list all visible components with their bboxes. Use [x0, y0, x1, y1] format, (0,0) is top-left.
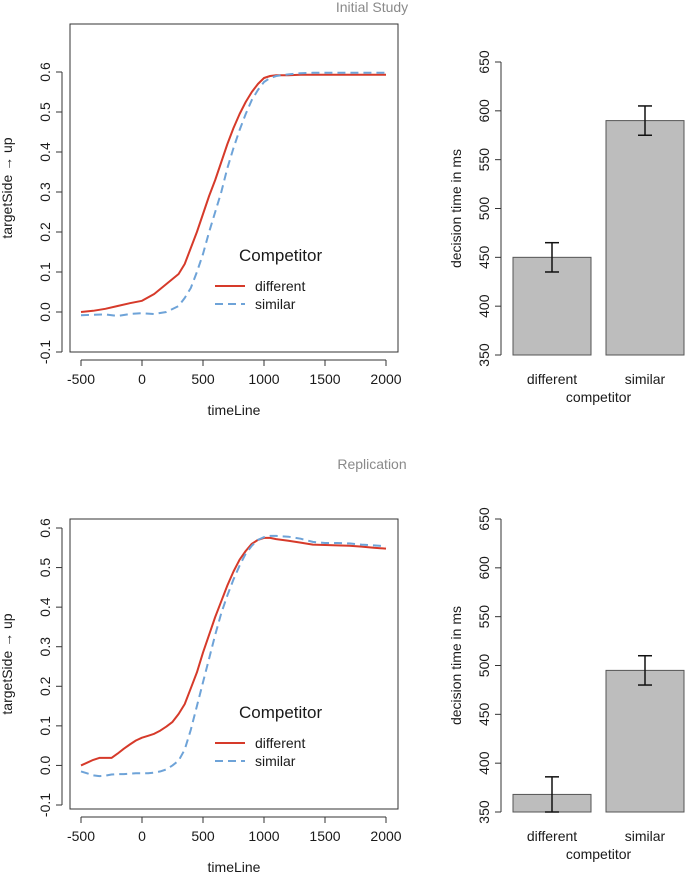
y-tick-label: 0.0 — [37, 755, 53, 775]
legend-label-similar: similar — [255, 753, 296, 769]
y-tick-label: 650 — [476, 50, 492, 74]
y-tick-label: 0.0 — [37, 302, 53, 322]
legend-label-different: different — [255, 735, 305, 751]
x-tick-label: -500 — [67, 828, 95, 844]
y-axis-title: targetSide → up — [0, 613, 15, 714]
y-tick-label: 0.5 — [37, 558, 53, 578]
x-category-label: similar — [625, 371, 666, 387]
x-tick-label: -500 — [67, 371, 95, 387]
series-line-similar — [80, 71, 386, 317]
y-tick-label: 0.5 — [37, 102, 53, 122]
x-tick-label: 500 — [191, 828, 215, 844]
y-tick-label: 550 — [476, 148, 492, 172]
y-tick-label: 500 — [476, 197, 492, 221]
series-line-different — [80, 73, 386, 313]
x-axis-title: competitor — [566, 389, 632, 405]
panel-title-replication: Replication — [337, 456, 406, 472]
y-tick-label: 0.6 — [37, 62, 53, 82]
x-category-label: different — [527, 828, 577, 844]
x-tick-label: 1000 — [248, 828, 279, 844]
plot-frame — [69, 23, 399, 353]
y-tick-label: 0.1 — [37, 716, 53, 736]
y-tick-label: 0.3 — [37, 637, 53, 657]
y-tick-label: -0.1 — [37, 793, 53, 817]
legend-title: Competitor — [239, 703, 322, 722]
x-category-label: similar — [625, 828, 666, 844]
x-tick-label: 2000 — [370, 371, 401, 387]
plot-frame — [69, 518, 399, 810]
y-tick-label: 400 — [476, 751, 492, 775]
x-axis-title: timeLine — [208, 859, 261, 875]
x-category-label: different — [527, 371, 577, 387]
y-tick-label: 350 — [476, 343, 492, 367]
y-tick-label: 450 — [476, 245, 492, 269]
y-axis-title: decision time in ms — [448, 149, 464, 268]
y-tick-label: 500 — [476, 654, 492, 678]
x-tick-label: 1500 — [309, 828, 340, 844]
x-tick-label: 2000 — [370, 828, 401, 844]
y-tick-label: 0.6 — [37, 518, 53, 538]
bar-chart-replication: 350 400 450 500 550 600 650 decision time in ms… — [448, 507, 685, 862]
y-tick-label: 0.4 — [37, 142, 53, 162]
bar-similar — [605, 669, 685, 813]
bar-chart-initial-study: 350 400 450 500 550 600 650 decision time in ms… — [448, 50, 685, 405]
y-tick-label: 600 — [476, 99, 492, 123]
legend-title: Competitor — [239, 246, 322, 265]
x-tick-label: 500 — [191, 371, 215, 387]
series-line-different — [80, 536, 387, 767]
y-tick-label: 0.3 — [37, 182, 53, 202]
y-tick-label: 450 — [476, 702, 492, 726]
y-tick-label: 550 — [476, 605, 492, 629]
y-tick-label: 0.2 — [37, 222, 53, 242]
y-tick-label: 0.2 — [37, 676, 53, 696]
line-chart-replication: -500 0 500 1000 1500 2000 timeLine -0.1 0.0 0.1 0.… — [0, 518, 402, 875]
series-line-similar — [80, 534, 387, 778]
y-axis-title: targetSide → up — [0, 137, 15, 238]
y-tick-label: 650 — [476, 507, 492, 531]
y-axis-title: decision time in ms — [448, 606, 464, 725]
y-tick-label: 350 — [476, 800, 492, 824]
x-tick-label: 1000 — [248, 371, 279, 387]
x-tick-label: 0 — [138, 828, 146, 844]
x-axis-title: timeLine — [208, 402, 261, 418]
x-tick-label: 1500 — [309, 371, 340, 387]
legend-label-similar: similar — [255, 296, 296, 312]
x-tick-label: 0 — [138, 371, 146, 387]
legend-label-different: different — [255, 278, 305, 294]
panel-title-initial-study: Initial Study — [336, 0, 408, 15]
y-tick-label: 600 — [476, 556, 492, 580]
line-chart-initial-study: -500 0 500 1000 1500 2000 timeLine -0.1 0.0 0.1 0.… — [0, 23, 402, 418]
y-tick-label: 0.4 — [37, 597, 53, 617]
y-tick-label: 400 — [476, 294, 492, 318]
y-tick-label: 0.1 — [37, 262, 53, 282]
y-tick-label: -0.1 — [37, 340, 53, 364]
bar-similar — [605, 120, 685, 356]
bar-different — [512, 256, 592, 356]
x-axis-title: competitor — [566, 846, 632, 862]
